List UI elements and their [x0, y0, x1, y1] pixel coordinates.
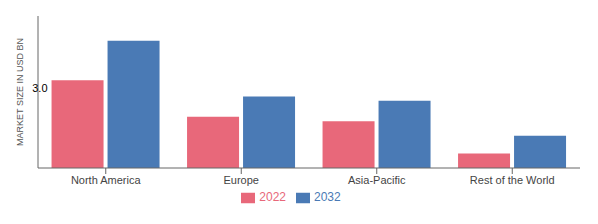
- svg-text:Europe: Europe: [224, 174, 259, 186]
- svg-text:3.0: 3.0: [32, 82, 47, 94]
- html-text:2032: 2032: [314, 190, 341, 204]
- svg-text:Rest of the World: Rest of the World: [470, 174, 555, 186]
- svg-text:North America: North America: [71, 174, 142, 186]
- html-text:2022: 2022: [259, 190, 286, 204]
- svg-text:Asia-Pacific: Asia-Pacific: [348, 174, 406, 186]
- svg-text:MARKET SIZE IN USD BN: MARKET SIZE IN USD BN: [15, 38, 25, 146]
